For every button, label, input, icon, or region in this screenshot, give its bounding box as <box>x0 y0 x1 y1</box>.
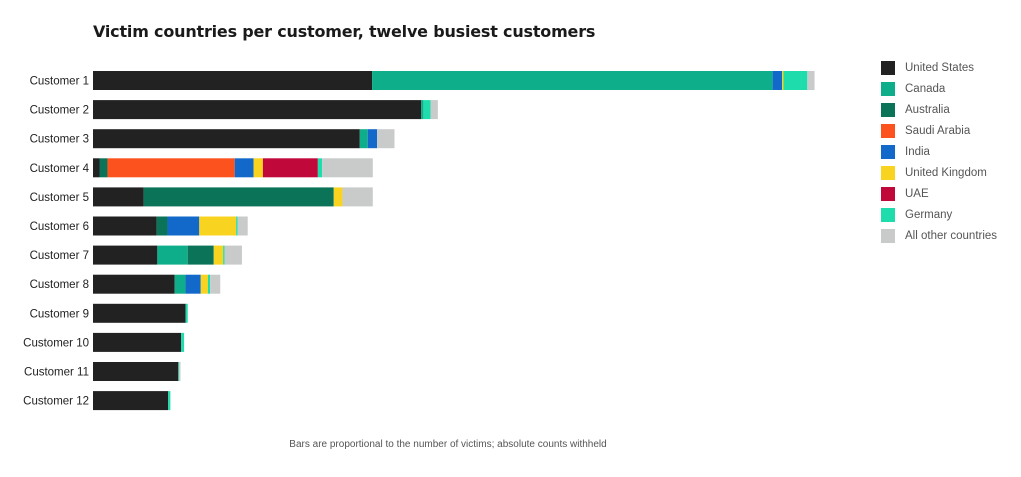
bar-segment <box>93 100 422 120</box>
bar-segment <box>93 187 144 207</box>
bar-segment <box>93 391 169 411</box>
chart-legend: United States Canada Australia Saudi Arabia… <box>881 58 997 246</box>
legend-swatch <box>881 61 895 76</box>
bar-segment <box>200 274 208 294</box>
bar-segment <box>262 158 318 178</box>
chart-footnote: Bars are proportional to the number of v… <box>289 439 607 450</box>
legend-label: Saudi Arabia <box>905 125 971 138</box>
legend-item: Saudi Arabia <box>881 121 997 142</box>
bar-segment <box>224 245 242 265</box>
legend-swatch <box>881 103 895 118</box>
chart-title: Victim countries per customer, twelve bu… <box>93 22 596 41</box>
bar-segment <box>168 391 171 411</box>
legend-label: All other countries <box>905 229 998 242</box>
bar-segment <box>359 129 368 149</box>
bar-segment <box>317 158 323 178</box>
bar-segment <box>421 100 424 120</box>
bar-segment <box>782 71 784 90</box>
category-label: Customer 3 <box>30 134 89 146</box>
legend-item: All other countries <box>881 225 997 246</box>
bar-segment <box>430 100 438 120</box>
bar-segment <box>187 245 214 265</box>
legend-item: Germany <box>881 204 997 225</box>
bar-segment <box>178 362 180 381</box>
bar-segment <box>333 187 343 207</box>
legend-label: United Kingdom <box>905 166 987 179</box>
legend-item: UAE <box>881 183 997 204</box>
legend-swatch <box>881 145 895 159</box>
category-label: Customer 10 <box>23 337 89 349</box>
legend-swatch <box>881 82 895 97</box>
bar-segment <box>93 158 100 178</box>
category-label: Customer 1 <box>30 76 89 88</box>
bar-segment <box>156 216 168 236</box>
bar-segment <box>807 71 815 90</box>
category-label: Customer 6 <box>30 221 89 233</box>
bar-segment <box>93 245 158 265</box>
bar-segment <box>207 274 211 294</box>
bar-segment <box>179 362 181 381</box>
legend-label: UAE <box>905 187 929 200</box>
bar-segment <box>772 71 783 90</box>
bar-segment <box>236 216 238 236</box>
category-label: Customer 2 <box>30 105 89 117</box>
bar-segment <box>377 129 395 149</box>
legend-item: Canada <box>881 79 997 100</box>
stacked-bar-chart: Customer 1 Customer 2 Customer 3 Customer 4… <box>23 71 815 411</box>
category-label: Customer 9 <box>30 308 89 320</box>
bar-segment <box>181 332 185 352</box>
bar-segment <box>185 303 188 323</box>
legend-item: India <box>881 142 997 163</box>
bar-segment <box>185 274 201 294</box>
category-label: Customer 4 <box>30 163 90 175</box>
bar-segment <box>783 71 808 90</box>
bar-segment <box>93 303 186 323</box>
bar-segment <box>93 362 179 381</box>
bar-segment <box>93 129 360 149</box>
legend-swatch <box>881 124 895 139</box>
legend-label: United States <box>905 62 975 75</box>
category-label: Customer 11 <box>24 367 89 379</box>
bar-segment <box>372 71 773 90</box>
legend-label: India <box>905 146 930 158</box>
bar-segment <box>213 245 224 265</box>
bar-segment <box>223 245 225 265</box>
bar-segment <box>423 100 431 120</box>
bar-segment <box>157 245 188 265</box>
bar-segment <box>342 187 373 207</box>
category-label: Customer 7 <box>30 250 89 262</box>
bar-segment <box>99 158 108 178</box>
bar-segment <box>93 216 157 236</box>
bar-segment <box>93 274 175 294</box>
bar-segment <box>93 71 373 90</box>
bar-segment <box>234 158 254 178</box>
legend-item: Australia <box>881 100 997 121</box>
legend-item: United States <box>881 58 997 79</box>
legend-swatch <box>881 228 895 243</box>
bar-segment <box>253 158 263 178</box>
bar-segment <box>367 129 378 149</box>
bar-segment <box>143 187 334 207</box>
category-label: Customer 12 <box>23 396 89 408</box>
bar-segment <box>210 274 221 294</box>
bar-segment <box>322 158 373 178</box>
legend-label: Australia <box>905 104 950 117</box>
bar-segment <box>167 216 200 236</box>
bar-segment <box>199 216 237 236</box>
legend-label: Canada <box>905 83 946 96</box>
legend-swatch <box>881 165 895 180</box>
legend-label: Germany <box>905 208 953 221</box>
bar-segment <box>93 332 182 352</box>
legend-swatch <box>881 207 895 222</box>
category-label: Customer 8 <box>30 279 89 291</box>
legend-swatch <box>881 186 895 201</box>
bar-segment <box>237 216 248 236</box>
bar-segment <box>107 158 235 178</box>
bar-segment <box>174 274 186 294</box>
legend-item: United Kingdom <box>881 162 997 183</box>
category-label: Customer 5 <box>30 192 89 204</box>
